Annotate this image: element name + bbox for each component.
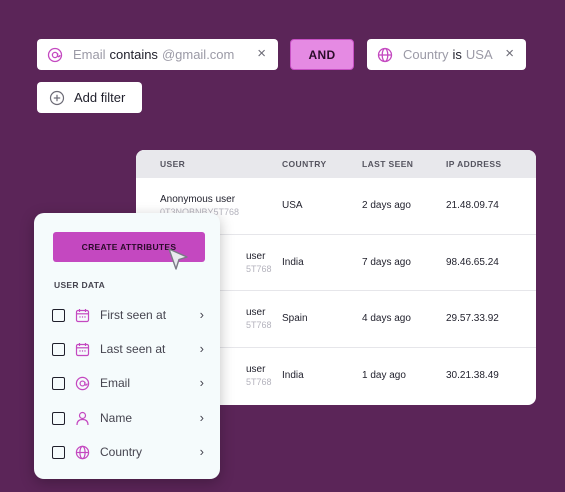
user-name: user — [246, 307, 266, 319]
column-header-ip-address[interactable]: IP ADDRESS — [446, 159, 502, 169]
calendar-icon — [75, 308, 90, 323]
ip-address-cell: 29.57.33.92 — [446, 313, 499, 325]
user-id: 5T768 — [246, 263, 272, 274]
column-header-last-seen[interactable]: LAST SEEN — [362, 159, 414, 169]
user-id: 0T3NOBNBY5T768 — [160, 207, 239, 217]
country-filter-chip[interactable]: Country is USA × — [367, 39, 526, 70]
attribute-label: Country — [100, 445, 143, 459]
last-seen-cell: 1 day ago — [362, 370, 406, 382]
checkbox[interactable] — [52, 342, 65, 356]
country-cell: India — [282, 256, 304, 268]
email-filter-value: @gmail.com — [161, 47, 235, 62]
user-cell: user 5T768 — [246, 364, 272, 387]
attribute-label: Name — [100, 411, 133, 425]
last-seen-cell: 2 days ago — [362, 200, 411, 212]
remove-email-filter-icon[interactable]: × — [257, 45, 266, 62]
at-icon — [47, 47, 63, 63]
table-row[interactable]: Anonymous user 0T3NOBNBY5T768 USA 2 days… — [136, 178, 536, 235]
country-filter-field: Country — [403, 47, 449, 62]
add-filter-label: Add filter — [74, 90, 126, 105]
table-row[interactable]: user 5T768 India 1 day ago 30.21.38.49 — [136, 348, 536, 405]
user-name: user — [246, 250, 266, 262]
user-data-section-label: USER DATA — [54, 280, 106, 290]
attribute-item-name[interactable]: Name › — [52, 408, 204, 428]
table-row[interactable]: user 5T768 Spain 4 days ago 29.57.33.92 — [136, 291, 536, 348]
user-cell: Anonymous user 0T3NOBNBY5T768 — [160, 194, 239, 217]
user-name: Anonymous user — [160, 194, 236, 206]
country-cell: Spain — [282, 313, 308, 325]
country-filter-value: USA — [465, 47, 493, 62]
ip-address-cell: 30.21.38.49 — [446, 370, 499, 382]
table-row[interactable]: user 5T768 India 7 days ago 98.46.65.24 — [136, 235, 536, 291]
email-filter-field: Email — [73, 47, 106, 62]
chevron-right-icon: › — [199, 341, 204, 356]
and-operator-button[interactable]: AND — [290, 39, 354, 70]
mouse-cursor-icon — [168, 248, 188, 270]
user-cell: user 5T768 — [246, 307, 272, 330]
checkbox[interactable] — [52, 411, 65, 425]
chevron-right-icon: › — [199, 375, 204, 390]
country-cell: USA — [282, 200, 303, 212]
column-header-country[interactable]: COUNTRY — [282, 159, 327, 169]
chevron-right-icon: › — [199, 410, 204, 425]
attribute-item-last-seen-at[interactable]: Last seen at › — [52, 339, 204, 359]
at-icon — [75, 376, 90, 391]
last-seen-cell: 4 days ago — [362, 313, 411, 325]
user-cell: user 5T768 — [246, 251, 272, 274]
email-filter-operator: contains — [109, 47, 158, 62]
checkbox[interactable] — [52, 308, 65, 322]
plus-circle-icon — [49, 90, 65, 106]
checkbox[interactable] — [52, 376, 65, 390]
person-icon — [75, 411, 90, 426]
attribute-item-email[interactable]: Email › — [52, 373, 204, 393]
ip-address-cell: 21.48.09.74 — [446, 200, 499, 212]
attribute-label: Last seen at — [100, 342, 166, 356]
column-header-user[interactable]: USER — [160, 159, 186, 169]
table-header: USER COUNTRY LAST SEEN IP ADDRESS — [136, 150, 536, 178]
attributes-panel: CREATE ATTRIBUTES USER DATA First seen a… — [34, 213, 220, 479]
country-cell: India — [282, 370, 304, 382]
attribute-item-first-seen-at[interactable]: First seen at › — [52, 305, 204, 325]
user-id: 5T768 — [246, 320, 272, 331]
attribute-item-country[interactable]: Country › — [52, 442, 204, 462]
remove-country-filter-icon[interactable]: × — [505, 45, 514, 62]
attribute-label: First seen at — [100, 308, 167, 322]
chevron-right-icon: › — [199, 307, 204, 322]
globe-icon — [377, 47, 393, 63]
attribute-label: Email — [100, 376, 131, 390]
last-seen-cell: 7 days ago — [362, 256, 411, 268]
chevron-right-icon: › — [199, 444, 204, 459]
globe-icon — [75, 445, 90, 460]
user-id: 5T768 — [246, 377, 272, 388]
ip-address-cell: 98.46.65.24 — [446, 256, 499, 268]
user-name: user — [246, 364, 266, 376]
country-filter-operator: is — [452, 47, 462, 62]
email-filter-chip[interactable]: Email contains @gmail.com × — [37, 39, 278, 70]
checkbox[interactable] — [52, 445, 65, 459]
add-filter-button[interactable]: Add filter — [37, 82, 142, 113]
calendar-icon — [75, 342, 90, 357]
